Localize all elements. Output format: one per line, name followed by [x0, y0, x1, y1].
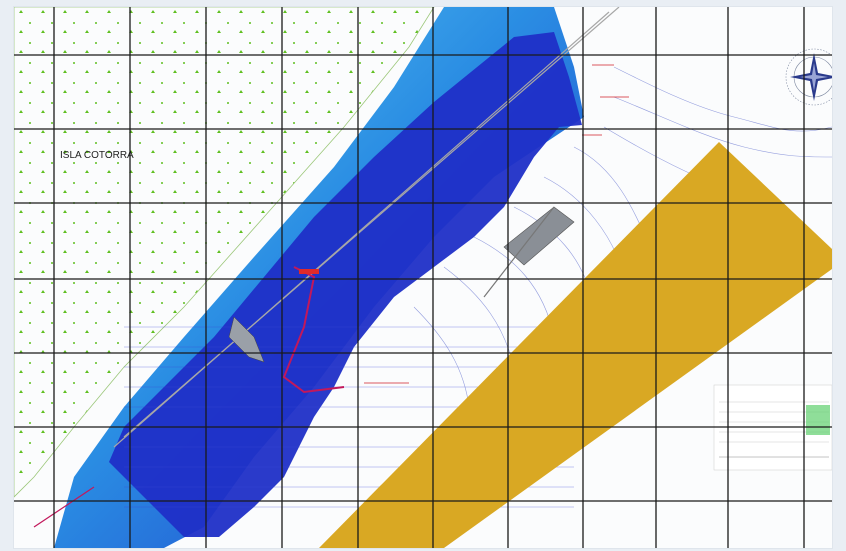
vessel-icon: [228, 316, 265, 363]
island-label: ISLA COTORRA: [60, 150, 134, 161]
water-deep: [109, 32, 582, 537]
map-grid: [14, 7, 832, 548]
pier-structure: [483, 206, 575, 298]
map-canvas[interactable]: ISLA COTORRA: [14, 7, 832, 548]
red-route: [282, 266, 345, 394]
gold-band: [319, 142, 832, 548]
red-notes: [364, 64, 629, 384]
compass-rose-icon: [785, 48, 832, 106]
nautical-chart: ISLA COTORRA: [14, 7, 832, 548]
